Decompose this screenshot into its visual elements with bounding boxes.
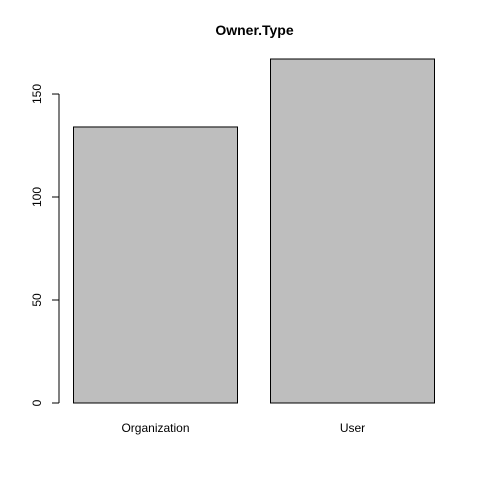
bar-user [270, 58, 435, 404]
bars [73, 58, 435, 404]
y-tick-label: 0 [30, 399, 44, 406]
bar-organization [73, 126, 238, 404]
y-tick-label: 150 [30, 84, 44, 104]
chart-title: Owner.Type [215, 22, 294, 38]
y-axis: 0 50 100 150 [30, 84, 60, 406]
y-tick-label: 100 [30, 187, 44, 207]
x-tick-label: User [340, 421, 365, 435]
y-tick-label: 50 [30, 293, 44, 307]
x-axis-labels: Organization User [121, 421, 365, 435]
x-tick-label: Organization [121, 421, 189, 435]
